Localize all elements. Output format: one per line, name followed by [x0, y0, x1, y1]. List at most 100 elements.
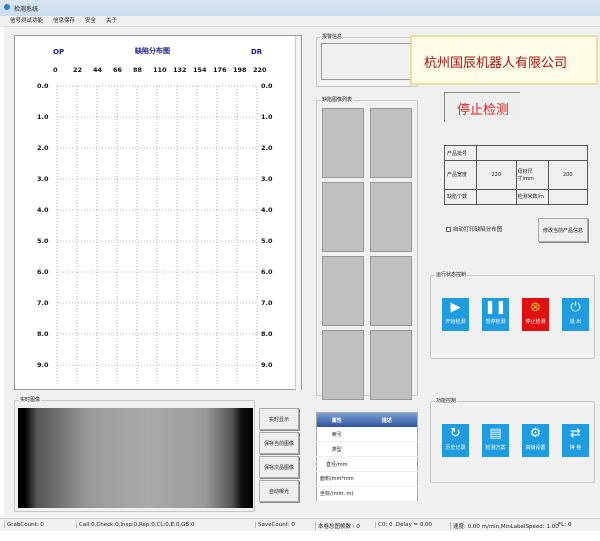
- status-bar: GrabCount: 0 Call:0,Check:0,Insp:0,Rep:0,…: [0, 518, 600, 531]
- y-tick-label-left: 3.0: [37, 175, 49, 183]
- x-tick-label: 176: [213, 66, 227, 74]
- defect-thumbnail[interactable]: [370, 182, 412, 252]
- auto-print-checkbox[interactable]: 自动打印缺陷分布图: [446, 225, 502, 233]
- x-tick-label: 198: [233, 66, 247, 74]
- status-field: 速度: 0.00 m/min,MinLabelSpeed: 1.00: [450, 522, 559, 530]
- chart-scrollbar[interactable]: [295, 36, 301, 391]
- realtime-button[interactable]: 保存当前图像: [259, 432, 299, 454]
- meters-value: [547, 188, 588, 206]
- defect-distribution-chart: OP 缺陷分布图 DR 0 22 44 66 88 110 132 154 176 198 220 0…: [14, 35, 302, 391]
- realtime-button[interactable]: 实时显示: [259, 408, 299, 430]
- y-tick-label-right: 0.0: [261, 82, 273, 90]
- run-control-label: 运行状态控制: [435, 271, 468, 278]
- batch-value: [476, 144, 588, 162]
- defect-thumbnail[interactable]: [370, 256, 412, 326]
- property-row[interactable]: 索引: [316, 427, 418, 443]
- property-value: [356, 486, 418, 503]
- play-button[interactable]: ▶ 开始检测: [442, 298, 469, 331]
- history-button[interactable]: ↻ 历史记录: [442, 424, 469, 457]
- menu-save[interactable]: 信息保存: [53, 18, 76, 24]
- modify-product-button[interactable]: 修改当前产品信息: [538, 218, 588, 242]
- realtime-button[interactable]: 保存次品图像: [259, 456, 299, 478]
- property-row[interactable]: 坐标/(mm, m): [316, 486, 418, 503]
- x-tick-label: 154: [193, 66, 207, 74]
- function-control-group: 功能控制 ↻ 历史记录 ▤ 检测方案 ⚙ 高级设置 ⇄ 换 卷: [430, 397, 595, 483]
- title-bar: 检测系统: [0, 0, 600, 16]
- y-tick-label-right: 7.0: [261, 299, 273, 307]
- x-tick-label: 132: [173, 66, 187, 74]
- pause-button[interactable]: ❚❚ 暂停检测: [482, 298, 509, 331]
- y-tick-label-right: 1.0: [261, 113, 273, 121]
- property-row[interactable]: 面积/mm*mm: [316, 471, 418, 487]
- defect-thumbnail[interactable]: [370, 108, 412, 178]
- document-icon: ▤: [489, 426, 502, 441]
- app-icon: [4, 4, 10, 10]
- x-tick-label: 220: [253, 66, 267, 74]
- property-value: [356, 441, 418, 458]
- gear-button[interactable]: ⚙ 高级设置: [522, 424, 549, 457]
- menu-about[interactable]: 关于: [106, 18, 118, 24]
- stop-circle-icon: ⊗: [530, 300, 541, 315]
- defect-thumbnail[interactable]: [322, 108, 364, 178]
- status-field: SaveCount: 0: [255, 522, 295, 528]
- property-name: 面积/mm*mm: [316, 471, 357, 487]
- button-label: 历史记录: [445, 445, 466, 451]
- window-title: 检测系统: [14, 6, 39, 13]
- y-tick-label-left: 5.0: [37, 237, 49, 245]
- y-tick-label-left: 8.0: [37, 330, 49, 338]
- menu-security[interactable]: 安全: [85, 18, 97, 24]
- defect-list-label: 缺陷图像列表: [321, 96, 354, 103]
- label-size-value: 200: [547, 160, 588, 190]
- swap-button[interactable]: ⇄ 换 卷: [562, 424, 589, 457]
- defect-thumbnail[interactable]: [322, 330, 364, 400]
- property-value: [356, 471, 418, 487]
- defect-count-label: 缺陷个数: [444, 188, 477, 206]
- y-tick-label-right: 5.0: [261, 237, 273, 245]
- checkbox-box[interactable]: [446, 227, 451, 232]
- y-tick-label-right: 2.0: [261, 144, 273, 152]
- realtime-image-group: 实时图像: [14, 396, 255, 512]
- y-tick-label-right: 9.0: [261, 361, 273, 369]
- realtime-image: [18, 408, 253, 508]
- pause-icon: ❚❚: [484, 300, 507, 315]
- defect-thumbnail[interactable]: [370, 330, 412, 400]
- gear-icon: ⚙: [529, 426, 542, 441]
- x-tick-label: 44: [93, 66, 103, 74]
- y-tick-label-right: 3.0: [261, 175, 273, 183]
- alarm-group: 报警信息: [316, 33, 418, 87]
- chart-grid: [56, 85, 258, 384]
- menu-signal-test[interactable]: 信号测试功能: [10, 18, 44, 24]
- play-icon: ▶: [450, 300, 461, 315]
- x-tick-label: 0: [53, 66, 58, 74]
- y-tick-label-right: 4.0: [261, 206, 273, 214]
- defect-list-group: 缺陷图像列表: [316, 96, 418, 400]
- x-tick-label: 66: [113, 66, 123, 74]
- y-tick-label-left: 2.0: [37, 144, 49, 152]
- x-tick-label: 110: [153, 66, 167, 74]
- company-banner: 杭州国辰机器人有限公司: [410, 35, 598, 85]
- header-description: 描述: [381, 417, 392, 424]
- property-row[interactable]: 类型: [316, 441, 418, 458]
- realtime-button[interactable]: 自动曝光: [259, 480, 299, 502]
- property-value: [356, 427, 418, 443]
- button-label: 停止检测: [525, 319, 546, 325]
- y-tick-label-left: 9.0: [37, 361, 49, 369]
- status-text: 停止检测: [457, 103, 510, 118]
- op-label: OP: [53, 48, 65, 56]
- power-icon: ⏻: [570, 300, 581, 315]
- realtime-label: 实时图像: [19, 396, 42, 403]
- width-label: 产品宽度: [444, 160, 477, 190]
- status-field: GrabCount: 0: [4, 522, 44, 528]
- property-name: 坐标/(mm, m): [316, 486, 357, 503]
- y-tick-label-left: 4.0: [37, 206, 49, 214]
- document-button[interactable]: ▤ 检测方案: [482, 424, 509, 457]
- defect-thumbnail[interactable]: [322, 182, 364, 252]
- property-name: 索引: [316, 427, 357, 443]
- property-row[interactable]: 直径/mm: [316, 456, 418, 472]
- button-label: 检测方案: [485, 445, 506, 451]
- stop-circle-button[interactable]: ⊗ 停止检测: [522, 298, 549, 331]
- alarm-box: [321, 43, 413, 80]
- status-field: C0: 0 ,Delay = 0.00: [375, 522, 432, 528]
- defect-thumbnail[interactable]: [322, 256, 364, 326]
- power-button[interactable]: ⏻ 退 出: [562, 298, 589, 331]
